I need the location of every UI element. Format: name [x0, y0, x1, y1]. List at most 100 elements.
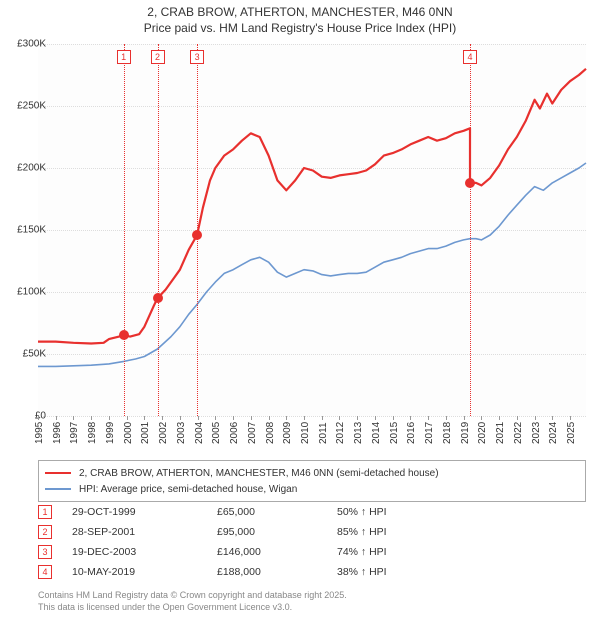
x-tick-label: 2021	[495, 422, 506, 444]
sale-number-box: 3	[190, 50, 204, 64]
x-tick	[56, 416, 57, 420]
sales-row-date: 19-DEC-2003	[72, 546, 217, 558]
x-tick-label: 2019	[460, 422, 471, 444]
x-tick-label: 1995	[34, 422, 45, 444]
x-tick-label: 2007	[247, 422, 258, 444]
legend-item: 2, CRAB BROW, ATHERTON, MANCHESTER, M46 …	[45, 465, 579, 481]
x-axis-labels: 1995199619971998199920002001200220032004…	[38, 420, 586, 460]
sales-row-date: 29-OCT-1999	[72, 506, 217, 518]
title-line1: 2, CRAB BROW, ATHERTON, MANCHESTER, M46 …	[0, 4, 600, 20]
x-tick	[233, 416, 234, 420]
attribution: Contains HM Land Registry data © Crown c…	[38, 590, 586, 613]
x-tick-label: 2012	[335, 422, 346, 444]
sales-row-number: 3	[38, 545, 52, 559]
y-tick-label: £300K	[0, 39, 46, 50]
x-tick-label: 2009	[282, 422, 293, 444]
sales-row: 3 19-DEC-2003£146,00074% ↑ HPI	[38, 542, 586, 562]
x-tick	[38, 416, 39, 420]
x-tick	[322, 416, 323, 420]
x-tick-label: 2000	[123, 422, 134, 444]
sales-row-price: £65,000	[217, 506, 337, 518]
series-price_paid	[38, 69, 586, 344]
sale-marker	[192, 230, 202, 240]
sales-row: 1 29-OCT-1999£65,00050% ↑ HPI	[38, 502, 586, 522]
x-tick	[304, 416, 305, 420]
x-tick-label: 2017	[424, 422, 435, 444]
sale-number-box: 4	[463, 50, 477, 64]
sales-row-price: £146,000	[217, 546, 337, 558]
x-tick	[251, 416, 252, 420]
x-tick	[269, 416, 270, 420]
sales-row-price: £188,000	[217, 566, 337, 578]
x-tick	[481, 416, 482, 420]
sale-marker	[119, 330, 129, 340]
x-tick	[535, 416, 536, 420]
sale-number-box: 1	[117, 50, 131, 64]
y-tick-label: £50K	[0, 349, 46, 360]
legend-swatch	[45, 488, 71, 490]
x-tick-label: 2001	[140, 422, 151, 444]
x-tick	[517, 416, 518, 420]
x-tick	[162, 416, 163, 420]
x-tick-label: 2002	[158, 422, 169, 444]
x-tick	[375, 416, 376, 420]
x-tick-label: 2023	[531, 422, 542, 444]
y-tick-label: £200K	[0, 163, 46, 174]
sales-table: 1 29-OCT-1999£65,00050% ↑ HPI 228-SEP-2001…	[38, 502, 586, 582]
sales-row-number: 1	[38, 505, 52, 519]
sales-row-hpi: 38% ↑ HPI	[337, 566, 586, 578]
legend-label: HPI: Average price, semi-detached house,…	[79, 484, 297, 495]
x-tick-label: 2006	[229, 422, 240, 444]
y-tick-label: £100K	[0, 287, 46, 298]
sales-row: 4 10-MAY-2019£188,00038% ↑ HPI	[38, 562, 586, 582]
x-tick-label: 1996	[52, 422, 63, 444]
x-tick-label: 2025	[566, 422, 577, 444]
sales-row-hpi: 50% ↑ HPI	[337, 506, 586, 518]
y-tick-label: £250K	[0, 101, 46, 112]
gridline	[38, 416, 586, 417]
sales-row-hpi: 74% ↑ HPI	[337, 546, 586, 558]
x-tick-label: 2016	[406, 422, 417, 444]
x-tick	[109, 416, 110, 420]
x-tick-label: 2013	[353, 422, 364, 444]
sales-row-number: 4	[38, 565, 52, 579]
sales-row-date: 10-MAY-2019	[72, 566, 217, 578]
x-tick	[570, 416, 571, 420]
x-tick-label: 1998	[87, 422, 98, 444]
x-tick	[144, 416, 145, 420]
x-tick	[428, 416, 429, 420]
sale-vline	[470, 44, 471, 416]
chart-title: 2, CRAB BROW, ATHERTON, MANCHESTER, M46 …	[0, 0, 600, 36]
sale-marker	[153, 293, 163, 303]
line-series	[38, 44, 586, 416]
sale-vline	[158, 44, 159, 416]
x-tick-label: 2005	[211, 422, 222, 444]
x-tick	[198, 416, 199, 420]
sales-row-price: £95,000	[217, 526, 337, 538]
x-tick-label: 2015	[389, 422, 400, 444]
x-tick-label: 2011	[318, 422, 329, 444]
sale-number-box: 2	[151, 50, 165, 64]
legend-label: 2, CRAB BROW, ATHERTON, MANCHESTER, M46 …	[79, 468, 439, 479]
plot-area: 1 2 3 4	[38, 44, 586, 416]
x-tick-label: 2014	[371, 422, 382, 444]
legend-item: HPI: Average price, semi-detached house,…	[45, 481, 579, 497]
x-tick	[357, 416, 358, 420]
x-tick-label: 1997	[69, 422, 80, 444]
x-tick	[73, 416, 74, 420]
sales-row: 228-SEP-2001£95,00085% ↑ HPI	[38, 522, 586, 542]
y-tick-label: £150K	[0, 225, 46, 236]
x-tick-label: 2003	[176, 422, 187, 444]
attribution-line2: This data is licensed under the Open Gov…	[38, 602, 586, 614]
x-tick	[215, 416, 216, 420]
x-tick-label: 2010	[300, 422, 311, 444]
x-tick	[499, 416, 500, 420]
x-tick	[552, 416, 553, 420]
x-tick	[393, 416, 394, 420]
sales-row-hpi: 85% ↑ HPI	[337, 526, 586, 538]
x-tick-label: 2018	[442, 422, 453, 444]
sale-vline	[124, 44, 125, 416]
x-tick	[410, 416, 411, 420]
x-tick-label: 2022	[513, 422, 524, 444]
x-tick-label: 1999	[105, 422, 116, 444]
